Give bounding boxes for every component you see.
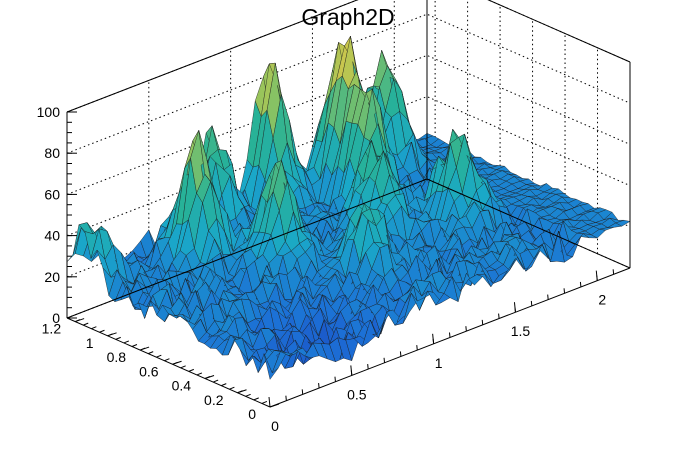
x-tick <box>268 396 271 408</box>
x-minor-tick <box>481 319 484 325</box>
y-minor-tick <box>261 400 268 404</box>
y-minor-tick <box>204 376 211 379</box>
y-tick-label: 0.4 <box>172 378 192 394</box>
surface-cell <box>615 219 631 227</box>
y-minor-tick <box>229 386 235 390</box>
y-minor-tick <box>245 393 251 397</box>
x-tick-label: 2 <box>598 292 606 308</box>
y-minor-tick <box>188 368 194 372</box>
y-minor-tick <box>107 333 113 337</box>
y-minor-tick <box>148 351 154 355</box>
x-minor-tick <box>530 300 533 306</box>
axis-box-edge <box>426 178 631 269</box>
axis-box-edge <box>66 0 359 113</box>
y-tick <box>269 403 280 408</box>
y-minor-tick <box>253 397 259 401</box>
surface-layer <box>66 35 631 380</box>
x-minor-tick <box>547 294 549 300</box>
x-minor-tick <box>498 313 500 319</box>
y-minor-tick <box>115 336 121 340</box>
x-minor-tick <box>563 288 566 294</box>
y-minor-tick <box>123 340 130 344</box>
y-minor-tick <box>164 358 170 362</box>
x-minor-tick <box>432 338 435 344</box>
y-minor-tick <box>221 383 227 387</box>
x-minor-tick <box>285 395 287 401</box>
y-minor-tick <box>180 365 186 369</box>
y-tick-label: 1 <box>86 335 94 351</box>
x-tick-label: 0.5 <box>347 386 367 402</box>
x-tick-label: 1 <box>435 355 443 371</box>
x-minor-tick <box>301 389 304 395</box>
y-minor-tick <box>237 390 243 394</box>
y-tick-label: 0.8 <box>107 349 127 365</box>
y-minor-tick <box>83 322 89 326</box>
x-tick-label: 1.5 <box>511 323 531 339</box>
y-tick-label: 0.2 <box>204 392 224 408</box>
y-minor-tick <box>172 361 178 365</box>
z-tick-label: 20 <box>44 269 60 285</box>
x-minor-tick <box>383 357 386 363</box>
y-minor-tick <box>91 326 97 330</box>
y-tick-label: 0.6 <box>139 363 159 379</box>
y-minor-tick <box>131 344 138 347</box>
x-minor-tick <box>449 332 451 338</box>
z-tick-label: 80 <box>44 145 60 161</box>
x-minor-tick <box>579 281 582 288</box>
y-minor-tick <box>212 379 219 383</box>
y-minor-tick <box>74 319 81 323</box>
axis-front-edge <box>66 317 271 408</box>
x-minor-tick <box>596 275 598 281</box>
chart-title: Graph2D <box>301 4 394 30</box>
x-minor-tick <box>318 382 320 389</box>
x-minor-tick <box>350 370 353 376</box>
x-minor-tick <box>612 269 615 275</box>
z-tick-label: 40 <box>44 228 60 244</box>
z-tick-label: 100 <box>37 104 61 120</box>
axis-box-edge <box>487 0 631 63</box>
x-minor-tick <box>399 351 402 357</box>
y-tick-label: 0 <box>248 406 256 422</box>
y-tick-label: 1.2 <box>42 321 62 337</box>
x-minor-tick <box>514 307 516 313</box>
y-minor-tick <box>139 347 146 351</box>
z-tick-label: 0 <box>52 310 60 326</box>
y-minor-tick <box>99 329 105 333</box>
x-minor-tick <box>367 364 369 370</box>
x-minor-tick <box>334 376 336 382</box>
x-minor-tick <box>416 345 418 351</box>
z-tick-label: 60 <box>44 186 60 202</box>
x-tick-label: 0 <box>271 418 279 434</box>
y-minor-tick <box>196 372 203 376</box>
axis-box-edge <box>66 178 428 319</box>
x-minor-tick <box>465 326 467 332</box>
y-minor-tick <box>156 354 162 358</box>
